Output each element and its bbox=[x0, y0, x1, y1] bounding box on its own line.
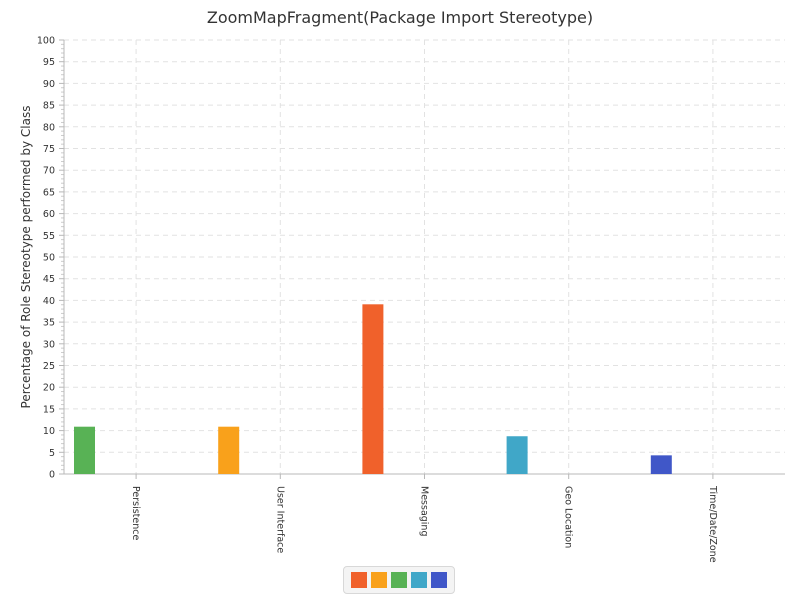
chart-title: ZoomMapFragment(Package Import Stereotyp… bbox=[206, 8, 594, 27]
bar-layer bbox=[74, 304, 672, 474]
y-tick-label: 90 bbox=[43, 79, 55, 90]
y-axis-label: Percentage of Role Stereotype performed … bbox=[19, 106, 33, 409]
legend-swatch bbox=[391, 572, 407, 588]
x-tick-label: User Interface bbox=[274, 486, 285, 553]
bar bbox=[74, 426, 95, 474]
y-tick-label: 85 bbox=[43, 101, 55, 112]
label-layer: 0 5 10 15 20 25 30 35 40 45 50 55 60 65 70 75 80 85 90 95 10… bbox=[37, 36, 718, 563]
y-tick-label: 55 bbox=[43, 231, 55, 242]
y-tick-label: 60 bbox=[43, 209, 55, 220]
y-tick-label: 70 bbox=[43, 166, 55, 177]
x-tick-label: Persistence bbox=[130, 486, 141, 540]
y-tick-label: 20 bbox=[43, 383, 55, 394]
legend-swatch bbox=[351, 572, 367, 588]
y-tick-label: 35 bbox=[43, 318, 55, 329]
legend-swatch bbox=[431, 572, 447, 588]
y-tick-label: 15 bbox=[43, 404, 55, 415]
x-tick-label: Geo Location bbox=[563, 486, 574, 548]
y-tick-label: 5 bbox=[49, 448, 55, 459]
y-tick-label: 95 bbox=[43, 57, 55, 68]
y-tick-label: 45 bbox=[43, 274, 55, 285]
y-tick-label: 80 bbox=[43, 122, 55, 133]
grid-layer bbox=[64, 39, 785, 474]
legend-swatch bbox=[371, 572, 387, 588]
y-tick-label: 30 bbox=[43, 339, 55, 350]
legend bbox=[343, 566, 455, 594]
y-tick-label: 10 bbox=[43, 426, 55, 437]
y-tick-label: 100 bbox=[37, 36, 55, 47]
y-tick-label: 0 bbox=[49, 470, 55, 481]
axis-layer bbox=[59, 39, 785, 479]
bar bbox=[218, 426, 240, 474]
bar bbox=[650, 455, 672, 474]
x-tick-label: Time/Date/Zone bbox=[707, 485, 718, 563]
y-tick-label: 65 bbox=[43, 187, 55, 198]
legend-swatch bbox=[411, 572, 427, 588]
y-tick-label: 50 bbox=[43, 253, 55, 264]
y-tick-label: 75 bbox=[43, 144, 55, 155]
bar bbox=[506, 436, 528, 474]
y-tick-label: 25 bbox=[43, 361, 55, 372]
y-tick-label: 40 bbox=[43, 296, 55, 307]
bar bbox=[362, 304, 384, 474]
x-tick-label: Messaging bbox=[419, 486, 430, 536]
